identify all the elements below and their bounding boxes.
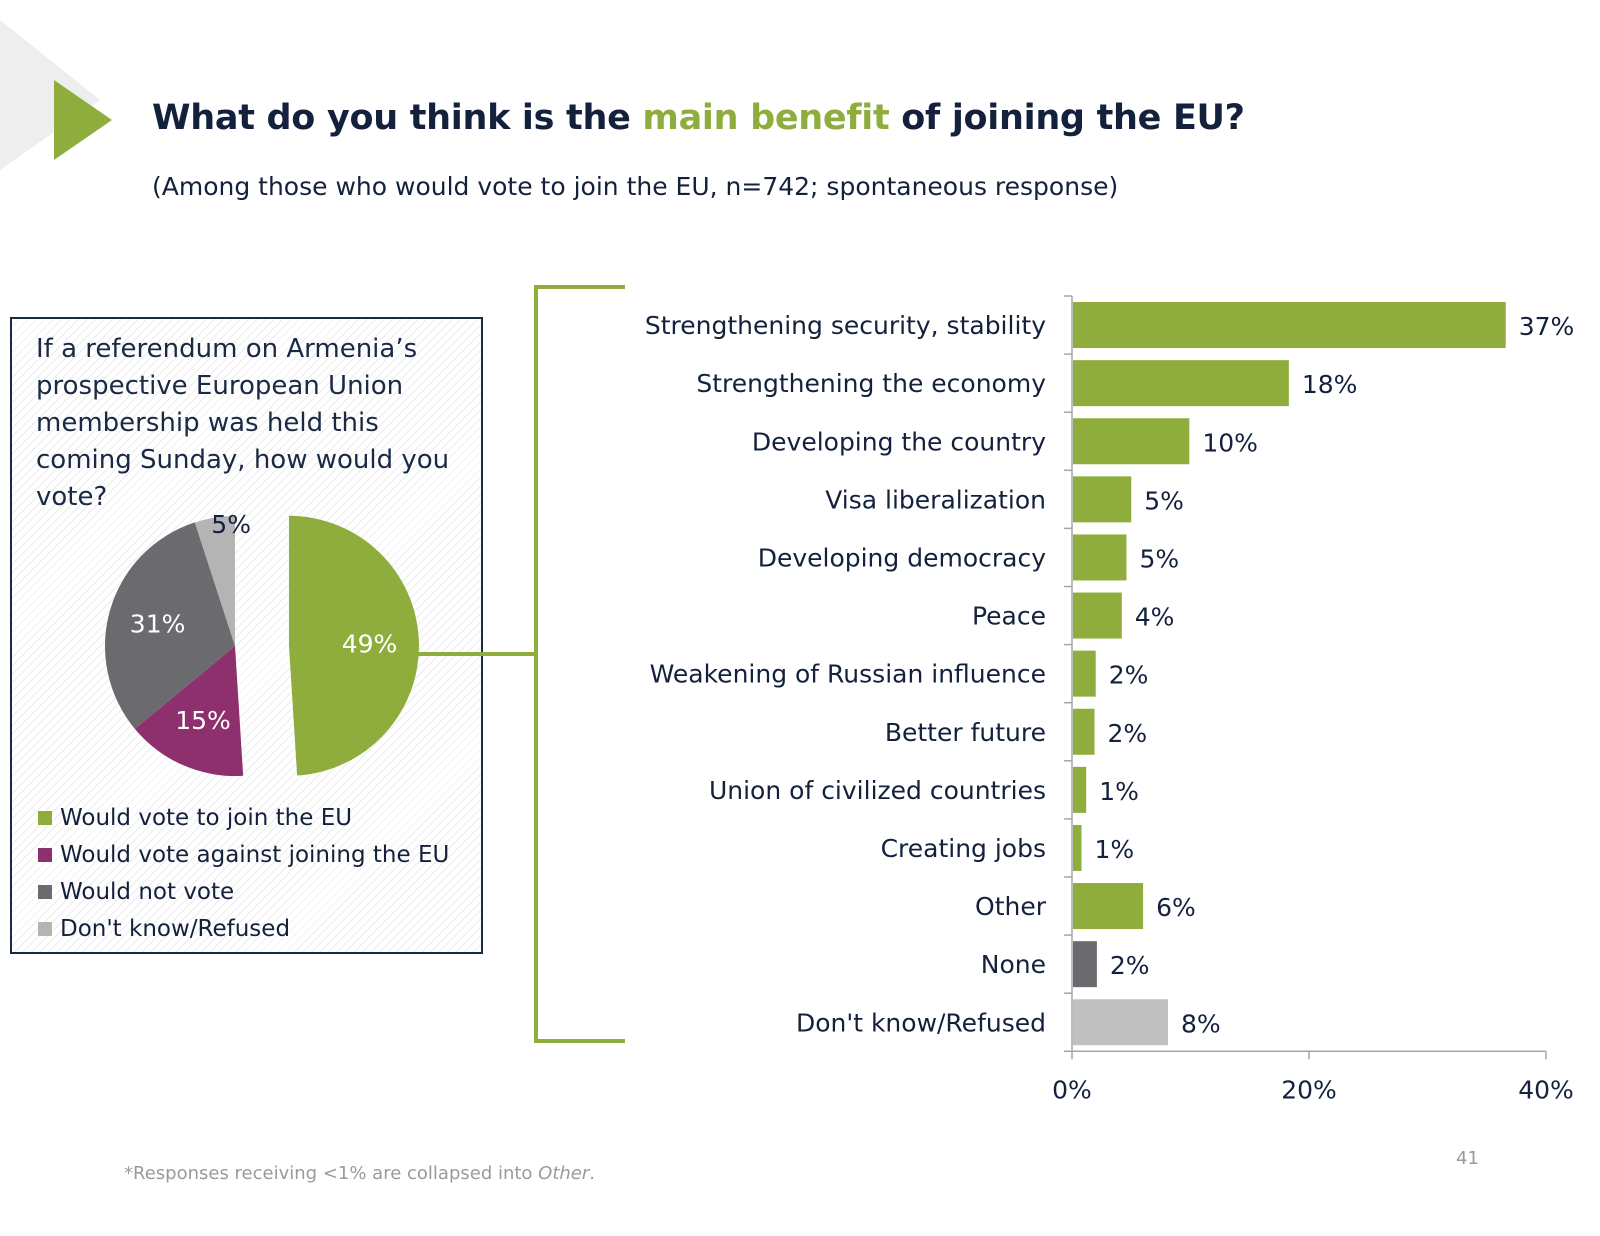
legend-label: Don't know/Refused [60, 915, 291, 942]
bar [1073, 534, 1127, 581]
bar [1073, 766, 1087, 813]
bar-value-label: 2% [1109, 661, 1149, 690]
category-label: Strengthening the economy [696, 369, 1046, 398]
page-subtitle: (Among those who would vote to join the … [152, 172, 1119, 201]
category-label: Creating jobs [881, 834, 1046, 863]
category-label: Peace [972, 602, 1046, 631]
page-number: 41 [1456, 1148, 1479, 1169]
bar [1073, 999, 1168, 1046]
pie-slice [288, 515, 419, 776]
x-tick-label: 40% [1518, 1075, 1574, 1104]
pie-value-label: 15% [175, 706, 231, 735]
legend-item: Would vote to join the EU [38, 799, 449, 836]
title-highlight: main benefit [642, 98, 890, 138]
legend-swatch [38, 810, 52, 825]
footnote-text: *Responses receiving <1% are collapsed i… [124, 1163, 539, 1184]
bar [1073, 360, 1289, 407]
pie-slice [194, 516, 235, 646]
bar-value-label: 2% [1110, 951, 1150, 980]
category-label: Weakening of Russian influence [650, 660, 1046, 689]
legend-label: Would vote against joining the EU [60, 841, 450, 868]
pie-slice [134, 646, 244, 776]
footnote: *Responses receiving <1% are collapsed i… [124, 1163, 595, 1184]
pie-question: If a referendum on Armenia’s prospective… [36, 334, 450, 512]
pie-slice [104, 522, 235, 729]
bar-value-label: 2% [1108, 719, 1148, 748]
pie-value-label: 31% [130, 610, 186, 639]
bar-value-label: 1% [1094, 835, 1134, 864]
bar-value-label: 1% [1099, 777, 1139, 806]
category-label: Strengthening security, stability [645, 311, 1046, 340]
category-label: Developing the country [752, 427, 1046, 456]
bar-value-label: 6% [1156, 893, 1196, 922]
bar-value-label: 37% [1519, 312, 1575, 341]
bar-value-label: 4% [1135, 603, 1175, 632]
bar [1073, 650, 1096, 697]
category-label: Other [975, 892, 1047, 921]
legend-label: Would not vote [60, 878, 235, 905]
pie-legend: Would vote to join the EU Would vote aga… [38, 799, 449, 947]
bar [1073, 418, 1190, 465]
title-text-end: of joining the EU? [889, 98, 1245, 138]
title-text: What do you think is the [152, 98, 643, 138]
category-label: Better future [885, 718, 1046, 747]
bracket-line [534, 285, 625, 1043]
page-title: What do you think is the main benefit of… [152, 98, 1245, 138]
legend-item: Don't know/Refused [38, 910, 449, 947]
legend-swatch [38, 884, 52, 899]
x-tick-label: 20% [1281, 1075, 1337, 1104]
category-label: Developing democracy [758, 543, 1047, 572]
legend-swatch [38, 847, 52, 862]
bar-value-label: 5% [1140, 544, 1180, 573]
background-triangle-shape [0, 20, 100, 170]
category-label: None [981, 950, 1046, 979]
bar [1073, 592, 1122, 639]
legend-swatch [38, 921, 52, 936]
bar-value-label: 10% [1202, 428, 1258, 457]
legend-item: Would vote against joining the EU [38, 836, 449, 873]
bar [1073, 941, 1097, 988]
bar [1073, 824, 1082, 871]
bar-value-label: 8% [1181, 1009, 1221, 1038]
category-label: Union of civilized countries [709, 776, 1046, 805]
pie-value-label: 5% [211, 510, 251, 539]
legend-label: Would vote to join the EU [60, 804, 353, 831]
green-arrow-icon [54, 80, 112, 160]
category-label: Visa liberalization [825, 485, 1046, 514]
pie-value-label: 49% [342, 629, 398, 658]
bar-value-label: 5% [1144, 486, 1184, 515]
bar [1073, 708, 1095, 755]
bar [1073, 302, 1506, 349]
x-tick-label: 0% [1052, 1075, 1092, 1104]
legend-item: Would not vote [38, 873, 449, 910]
category-label: Don't know/Refused [796, 1008, 1046, 1037]
footnote-italic: Other [538, 1163, 590, 1184]
footnote-end: . [589, 1163, 596, 1184]
bar [1073, 476, 1132, 523]
bar-value-label: 18% [1302, 370, 1358, 399]
bar [1073, 883, 1144, 930]
